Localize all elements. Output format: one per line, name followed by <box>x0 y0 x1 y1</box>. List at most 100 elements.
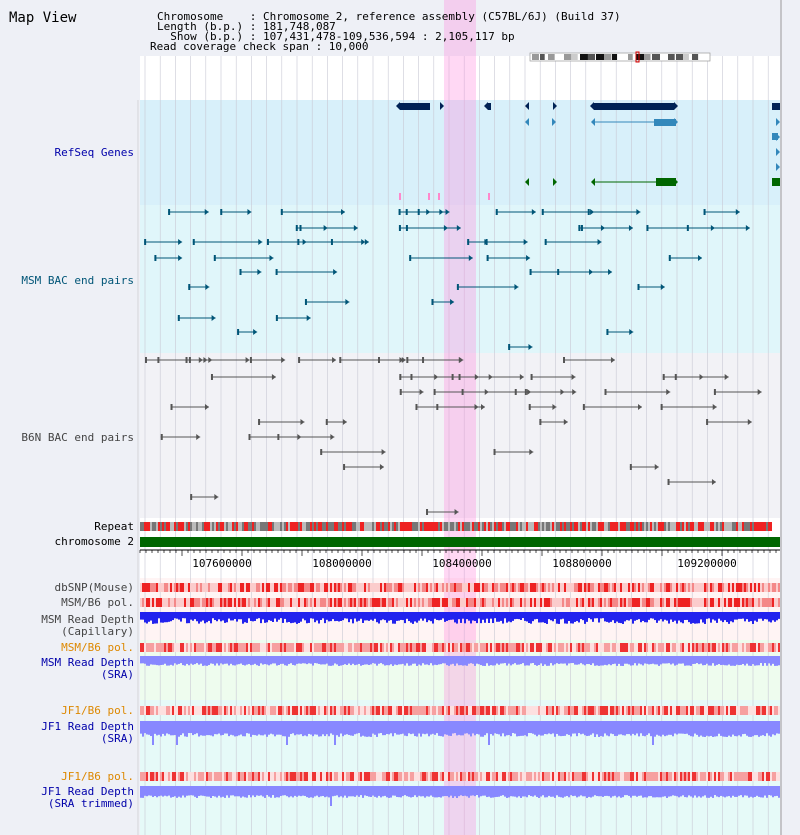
heat-cell <box>574 583 576 592</box>
heat-cell <box>238 598 240 607</box>
track-label-jf1-b6-pol[interactable]: JF1/B6 pol. <box>61 704 134 717</box>
depth-bar <box>594 612 596 619</box>
depth-bar <box>488 721 490 745</box>
depth-bar <box>474 721 476 736</box>
repeat-block <box>678 522 680 531</box>
depth-bar <box>676 656 678 665</box>
heat-cell <box>466 583 468 592</box>
heat-cell <box>418 706 420 715</box>
heat-cell <box>174 643 176 652</box>
depth-bar <box>646 721 648 735</box>
depth-bar <box>516 656 518 665</box>
heat-cell <box>258 598 260 607</box>
depth-bar <box>144 612 146 623</box>
heat-cell <box>670 598 672 607</box>
track-label-msm-bac[interactable]: MSM BAC end pairs <box>21 274 134 287</box>
heat-cell <box>494 598 496 607</box>
depth-bar <box>286 721 288 745</box>
repeat-block <box>304 522 306 531</box>
heat-cell <box>430 706 432 715</box>
heat-cell <box>364 583 366 592</box>
depth-bar <box>652 656 654 664</box>
heat-cell <box>560 598 562 607</box>
repeat-block <box>218 522 220 531</box>
heat-cell <box>574 772 576 781</box>
track-label-dbsnp[interactable]: dbSNP(Mouse) <box>54 581 134 594</box>
depth-bar <box>610 786 612 798</box>
track-label-chromosome: chromosome 2 <box>54 535 134 548</box>
depth-bar <box>334 612 336 622</box>
heat-cell <box>374 706 376 715</box>
depth-bar <box>140 656 142 664</box>
heat-cell <box>234 598 236 607</box>
repeat-block <box>272 522 274 531</box>
heat-cell <box>772 643 774 652</box>
track-label-jf1-depth-sra[interactable]: JF1 Read Depth <box>41 720 134 733</box>
bac-end <box>529 449 534 455</box>
heat-cell <box>390 772 392 781</box>
heat-cell <box>490 643 492 652</box>
heat-cell <box>764 643 766 652</box>
heat-cell <box>766 598 768 607</box>
heat-cell <box>224 706 226 715</box>
depth-bar <box>166 786 168 797</box>
depth-bar <box>374 721 376 735</box>
track-label-jf1-b6-pol-2[interactable]: JF1/B6 pol. <box>61 770 134 783</box>
depth-bar <box>662 786 664 797</box>
depth-bar <box>644 721 646 737</box>
depth-bar <box>512 786 514 797</box>
bac-end <box>654 464 659 470</box>
heat-cell <box>520 643 522 652</box>
depth-bar <box>168 612 170 622</box>
heat-cell <box>416 706 418 715</box>
depth-bar <box>406 612 408 619</box>
heat-cell <box>706 598 708 607</box>
depth-bar <box>148 721 150 735</box>
heat-cell <box>464 706 466 715</box>
heat-cell <box>364 598 366 607</box>
repeat-block <box>460 522 462 531</box>
heat-cell <box>480 706 482 715</box>
heat-cell <box>410 643 412 652</box>
heat-cell <box>452 583 454 592</box>
heat-cell <box>468 643 470 652</box>
track-label-msm-b6-pol[interactable]: MSM/B6 pol. <box>61 596 134 609</box>
track-label-b6n-bac[interactable]: B6N BAC end pairs <box>21 431 134 444</box>
heat-cell <box>242 583 244 592</box>
track-label-msm-depth-sra[interactable]: MSM Read Depth <box>41 656 134 669</box>
depth-bar <box>704 612 706 624</box>
depth-bar <box>200 612 202 622</box>
heat-cell <box>624 643 626 652</box>
heat-cell <box>512 583 514 592</box>
depth-bar <box>728 786 730 797</box>
bac-end <box>485 239 488 245</box>
depth-bar <box>372 612 374 621</box>
depth-bar <box>212 721 214 737</box>
heat-cell <box>338 772 340 781</box>
depth-bar <box>736 786 738 797</box>
bac-end <box>188 284 191 290</box>
bac-end <box>341 209 346 215</box>
heat-cell <box>350 772 352 781</box>
depth-bar <box>174 786 176 797</box>
heat-cell <box>758 598 760 607</box>
heat-cell <box>328 706 330 715</box>
heat-cell <box>170 706 172 715</box>
heat-cell <box>676 643 678 652</box>
track-label-msm-depth-capillary[interactable]: MSM Read Depth <box>41 613 134 626</box>
depth-bar <box>378 786 380 796</box>
heat-cell <box>430 583 432 592</box>
depth-bar <box>184 656 186 666</box>
heat-cell <box>744 643 746 652</box>
track-label-msm-b6-pol-2[interactable]: MSM/B6 pol. <box>61 641 134 654</box>
repeat-block <box>720 522 722 531</box>
repeat-block <box>326 522 328 531</box>
heat-cell <box>434 706 436 715</box>
depth-bar <box>740 612 742 619</box>
track-label-refseq[interactable]: RefSeq Genes <box>54 146 134 159</box>
heat-cell <box>484 598 486 607</box>
depth-bar <box>344 656 346 665</box>
track-label-jf1-depth-trimmed[interactable]: JF1 Read Depth <box>41 785 134 798</box>
depth-bar <box>532 656 534 664</box>
depth-bar <box>572 721 574 734</box>
